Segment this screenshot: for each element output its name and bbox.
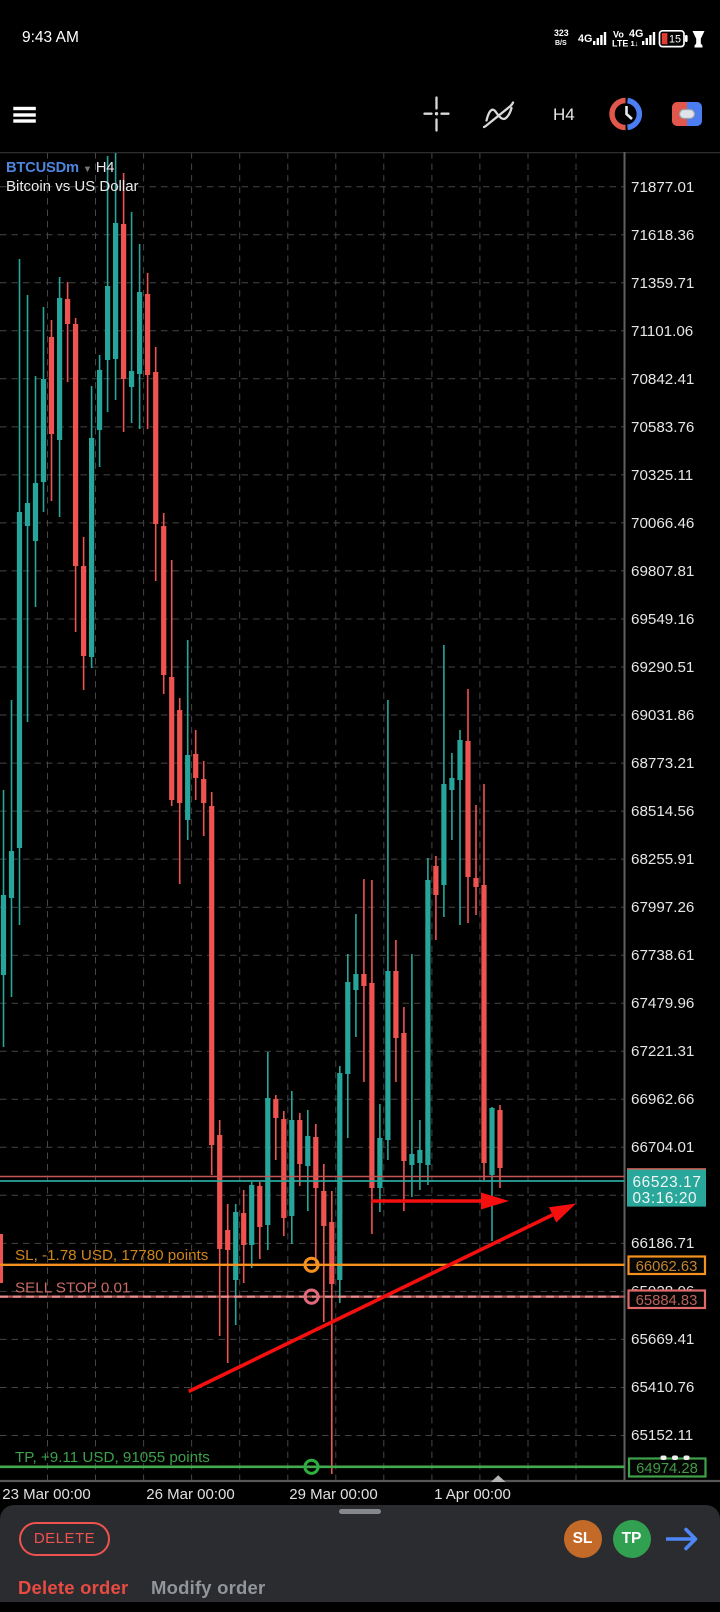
svg-text:66062.63: 66062.63 (636, 1259, 698, 1275)
svg-text:67221.31: 67221.31 (631, 1043, 694, 1060)
svg-text:4G: 4G (629, 28, 643, 40)
svg-text:SELL STOP 0.01: SELL STOP 0.01 (15, 1280, 130, 1297)
svg-text:70066.46: 70066.46 (631, 515, 694, 532)
svg-text:71618.36: 71618.36 (631, 227, 694, 244)
svg-text:69807.81: 69807.81 (631, 563, 694, 580)
svg-text:67997.26: 67997.26 (631, 899, 694, 916)
svg-text:68773.21: 68773.21 (631, 755, 694, 772)
svg-text:67738.61: 67738.61 (631, 947, 694, 964)
svg-text:65884.83: 65884.83 (636, 1293, 698, 1309)
svg-text:323: 323 (554, 28, 569, 38)
svg-text:1↓: 1↓ (631, 39, 639, 48)
svg-text:69290.51: 69290.51 (631, 659, 694, 676)
svg-text:69031.86: 69031.86 (631, 707, 694, 724)
svg-text:65152.11: 65152.11 (631, 1427, 693, 1444)
svg-text:Vo: Vo (613, 30, 624, 40)
svg-text:26 Mar 00:00: 26 Mar 00:00 (146, 1486, 234, 1503)
svg-text:03:16:20: 03:16:20 (633, 1190, 698, 1207)
svg-text:23 Mar 00:00: 23 Mar 00:00 (2, 1486, 90, 1503)
svg-text:70842.41: 70842.41 (631, 371, 694, 388)
svg-text:H4: H4 (553, 105, 575, 124)
svg-text:70325.11: 70325.11 (631, 467, 693, 484)
svg-text:69549.16: 69549.16 (631, 611, 694, 628)
svg-text:66962.66: 66962.66 (631, 1091, 694, 1108)
svg-text:71877.01: 71877.01 (631, 179, 694, 196)
svg-text:29 Mar 00:00: 29 Mar 00:00 (289, 1486, 377, 1503)
svg-text:1 Apr 00:00: 1 Apr 00:00 (434, 1486, 511, 1503)
svg-text:66186.71: 66186.71 (631, 1235, 694, 1252)
svg-text:66523.17: 66523.17 (633, 1174, 702, 1191)
svg-text:SL, -1.78 USD, 17780 points: SL, -1.78 USD, 17780 points (15, 1247, 209, 1264)
svg-text:71359.71: 71359.71 (631, 275, 694, 292)
svg-text:LTE: LTE (612, 39, 628, 49)
svg-text:15: 15 (669, 34, 681, 46)
svg-text:70583.76: 70583.76 (631, 419, 694, 436)
svg-text:64974.28: 64974.28 (636, 1461, 698, 1477)
svg-text:71101.06: 71101.06 (631, 323, 693, 340)
svg-text:65669.41: 65669.41 (631, 1331, 694, 1348)
svg-text:66704.01: 66704.01 (631, 1139, 694, 1156)
svg-text:TP, +9.11 USD, 91055 points: TP, +9.11 USD, 91055 points (15, 1449, 210, 1466)
svg-text:67479.96: 67479.96 (631, 995, 694, 1012)
svg-text:68255.91: 68255.91 (631, 851, 694, 868)
svg-text:65410.76: 65410.76 (631, 1379, 694, 1396)
svg-text:B/S: B/S (555, 40, 567, 47)
svg-text:4G: 4G (578, 33, 592, 45)
svg-text:68514.56: 68514.56 (631, 803, 694, 820)
